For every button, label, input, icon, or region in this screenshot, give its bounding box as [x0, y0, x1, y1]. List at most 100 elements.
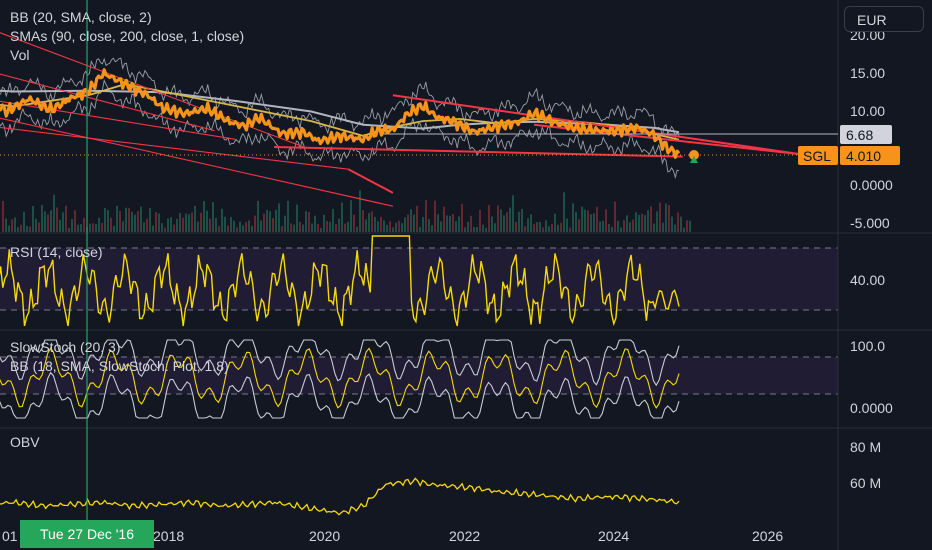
volume-bar — [584, 209, 586, 232]
volume-bar — [446, 215, 448, 232]
volume-bar — [428, 219, 430, 232]
volume-bar — [128, 208, 130, 232]
legend-rsi[interactable]: RSI (14, close) — [10, 244, 103, 260]
volume-bar — [359, 190, 361, 232]
volume-bar — [425, 200, 427, 232]
volume-bar — [320, 227, 322, 232]
obv-line — [0, 477, 680, 516]
volume-bar — [176, 218, 178, 232]
stochastic-lines — [0, 339, 680, 419]
volume-bar — [404, 217, 406, 232]
x-axis-tick: 2024 — [598, 528, 629, 544]
volume-bar — [485, 227, 487, 232]
currency-selector[interactable]: EUR — [844, 6, 924, 32]
volume-bar — [635, 212, 637, 232]
volume-bar — [458, 216, 460, 232]
volume-bar — [626, 215, 628, 232]
volume-bar — [140, 206, 142, 232]
volume-bar — [569, 227, 571, 232]
volume-bar — [482, 224, 484, 232]
volume-bar — [71, 219, 73, 232]
price-series-line — [0, 68, 681, 159]
volume-bar — [476, 227, 478, 232]
volume-bar — [260, 220, 262, 232]
volume-bar — [401, 223, 403, 232]
last-price-label-box — [840, 146, 900, 165]
volume-bar — [17, 227, 19, 232]
volume-bar — [248, 220, 250, 232]
volume-bar — [287, 200, 289, 232]
volume-bar — [500, 209, 502, 232]
volume-bar — [347, 221, 349, 232]
volume-bar — [518, 211, 520, 232]
volume-bar — [239, 221, 241, 232]
volume-bar — [59, 219, 61, 232]
volume-bar — [389, 221, 391, 232]
volume-bar — [26, 226, 28, 232]
volume-bar — [632, 219, 634, 232]
volume-bar — [191, 212, 193, 232]
volume-bar — [386, 224, 388, 232]
volume-bar — [326, 220, 328, 232]
volume-bar — [35, 218, 37, 232]
volume-bar — [302, 224, 304, 232]
volume-bar — [638, 214, 640, 232]
stoch-series-line — [0, 347, 680, 409]
legend-obv[interactable]: OBV — [10, 434, 40, 450]
volume-bar — [11, 219, 13, 232]
volume-bar — [194, 205, 196, 232]
signal-triangle-icon — [690, 156, 698, 163]
volume-bar — [137, 211, 139, 232]
volume-bar — [503, 215, 505, 232]
x-axis-tick: 2018 — [153, 528, 184, 544]
volume-bar — [575, 211, 577, 232]
volume-bar — [143, 222, 145, 232]
volume-bar — [65, 205, 67, 232]
volume-bar — [269, 211, 271, 232]
volume-bar — [674, 224, 676, 232]
stoch-lower-band — [0, 371, 680, 419]
volume-bar — [5, 218, 7, 232]
volume-bar — [344, 223, 346, 232]
volume-bar — [332, 209, 334, 232]
volume-bar — [275, 209, 277, 232]
volume-bar — [155, 211, 157, 232]
volume-bar — [380, 216, 382, 232]
volume-bar — [560, 222, 562, 232]
trendline — [0, 126, 349, 170]
volume-bar — [521, 208, 523, 232]
x-axis-tick: 01 — [2, 528, 18, 544]
legend-bb[interactable]: BB (20, SMA, close, 2) — [10, 9, 152, 25]
volume-bar — [329, 221, 331, 232]
volume-bar — [338, 218, 340, 232]
volume-bar — [668, 205, 670, 232]
bollinger-bands — [0, 57, 680, 180]
price-axis-tick: 15.00 — [850, 65, 885, 81]
legend-vol[interactable]: Vol — [10, 47, 29, 63]
legend-stoch-bb[interactable]: BB (18, SMA, SlowStoch: Plot, 1.8) — [10, 358, 229, 374]
volume-bar — [527, 218, 529, 232]
volume-bar — [515, 222, 517, 232]
volume-bar — [533, 224, 535, 232]
volume-bar — [362, 210, 364, 232]
volume-bar — [350, 200, 352, 232]
volume-bar — [230, 216, 232, 232]
legend-stoch[interactable]: SlowStoch (20, 3) — [10, 339, 121, 355]
volume-bar — [686, 220, 688, 232]
obv-axis-tick: 80 M — [850, 439, 881, 455]
volume-bar — [227, 225, 229, 232]
volume-bar — [620, 227, 622, 232]
volume-bar — [506, 212, 508, 232]
trendline — [0, 100, 237, 141]
volume-bar — [578, 219, 580, 232]
legend-smas[interactable]: SMAs (90, close, 200, close, 1, close) — [10, 28, 244, 44]
volume-bar — [50, 210, 52, 232]
volume-bar — [197, 221, 199, 232]
volume-bar — [2, 200, 4, 232]
volume-bar — [605, 209, 607, 232]
price-axis-tick: 0.0000 — [850, 177, 893, 193]
volume-bar — [161, 223, 163, 232]
volume-bar — [149, 207, 151, 232]
volume-bar — [272, 218, 274, 232]
